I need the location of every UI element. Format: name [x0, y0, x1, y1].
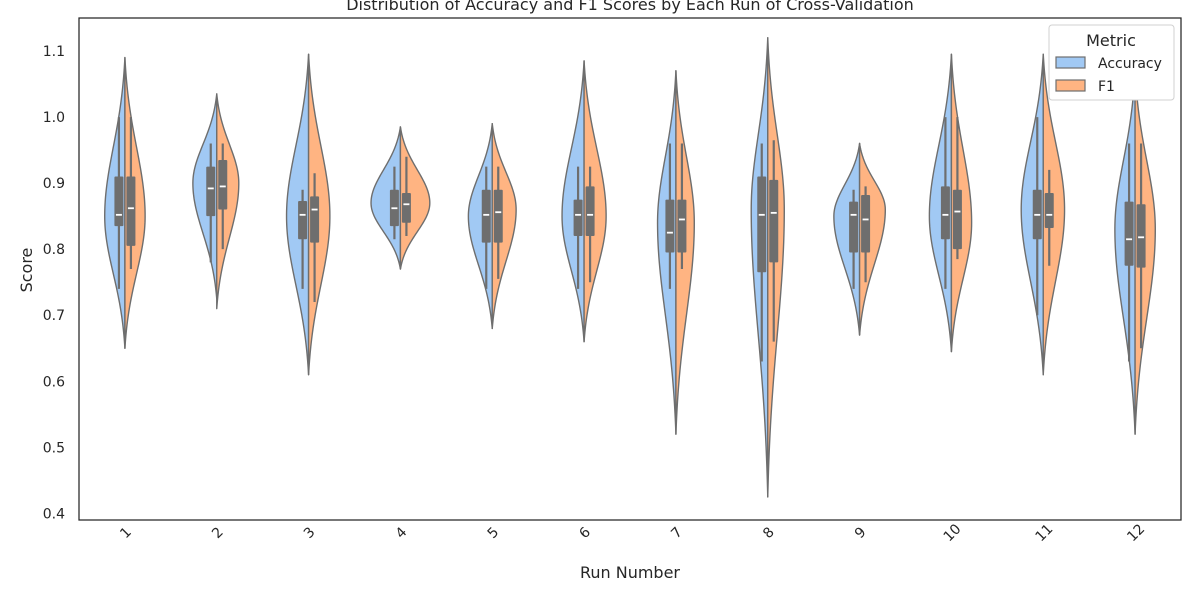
- iqr-box: [665, 199, 675, 253]
- iqr-box: [218, 160, 228, 210]
- x-tick-label: 10: [941, 521, 965, 545]
- legend-title: Metric: [1086, 31, 1136, 50]
- x-tick-label: 1: [117, 524, 135, 542]
- iqr-box: [401, 193, 411, 223]
- x-tick-label: 5: [485, 524, 503, 542]
- y-tick-label: 1.0: [43, 110, 65, 126]
- x-tick-label: 8: [760, 524, 778, 542]
- y-tick-label: 0.4: [43, 506, 65, 522]
- y-tick-label: 0.8: [43, 242, 65, 258]
- violin-accuracy-run-3: [285, 53, 310, 376]
- legend: Metric Accuracy F1: [1048, 24, 1175, 101]
- iqr-box: [126, 176, 136, 246]
- iqr-box: [757, 176, 767, 273]
- iqr-box: [481, 189, 491, 243]
- legend-label-f1: F1: [1098, 79, 1115, 95]
- x-tick-label: 4: [393, 524, 411, 542]
- y-tick-label: 0.5: [43, 440, 65, 456]
- violin-accuracy-run-4: [370, 126, 402, 270]
- iqr-box: [206, 166, 216, 217]
- y-axis-label: Score: [17, 248, 36, 293]
- iqr-box: [310, 196, 320, 243]
- violin-f1-run-8: [767, 37, 785, 498]
- violin-f1-run-11: [1042, 53, 1066, 376]
- legend-swatch-f1: [1055, 79, 1086, 92]
- iqr-box: [1124, 201, 1134, 266]
- x-tick-label: 9: [852, 524, 870, 542]
- iqr-box: [861, 195, 871, 253]
- x-axis-ticks: 1 2 3 4 5 6 7 8 9 10 11 12: [117, 521, 1148, 545]
- plot-frame: [78, 17, 1182, 521]
- iqr-box: [952, 189, 962, 250]
- x-tick-label: 7: [668, 524, 686, 542]
- iqr-box: [585, 186, 595, 236]
- x-axis-label: Run Number: [580, 563, 680, 582]
- y-tick-label: 0.7: [43, 308, 65, 324]
- y-tick-label: 0.9: [43, 176, 65, 192]
- iqr-box: [677, 199, 687, 253]
- iqr-box: [493, 189, 503, 243]
- x-tick-label: 6: [576, 524, 594, 542]
- y-tick-label: 0.6: [43, 374, 65, 390]
- y-tick-label: 1.1: [43, 44, 65, 60]
- iqr-box: [573, 199, 583, 236]
- iqr-box: [849, 201, 859, 253]
- iqr-box: [1136, 204, 1146, 268]
- x-tick-label: 12: [1124, 521, 1148, 545]
- legend-swatch-accuracy: [1055, 56, 1086, 69]
- x-tick-label: 11: [1032, 521, 1056, 545]
- x-tick-label: 2: [209, 524, 227, 542]
- legend-label-accuracy: Accuracy: [1098, 56, 1162, 72]
- y-axis-ticks: 0.4 0.5 0.6 0.7 0.8 0.9 1.0 1.1: [43, 44, 65, 522]
- iqr-box: [1044, 193, 1054, 229]
- iqr-box: [298, 200, 308, 240]
- violin-f1-run-4: [399, 126, 431, 270]
- iqr-box: [769, 179, 779, 263]
- violin-layer: [104, 37, 1156, 498]
- chart-title: Distribution of Accuracy and F1 Scores b…: [346, 0, 914, 14]
- iqr-box: [114, 176, 124, 227]
- box-layer: [114, 117, 1146, 362]
- x-tick-label: 3: [301, 524, 319, 542]
- iqr-box: [940, 186, 950, 240]
